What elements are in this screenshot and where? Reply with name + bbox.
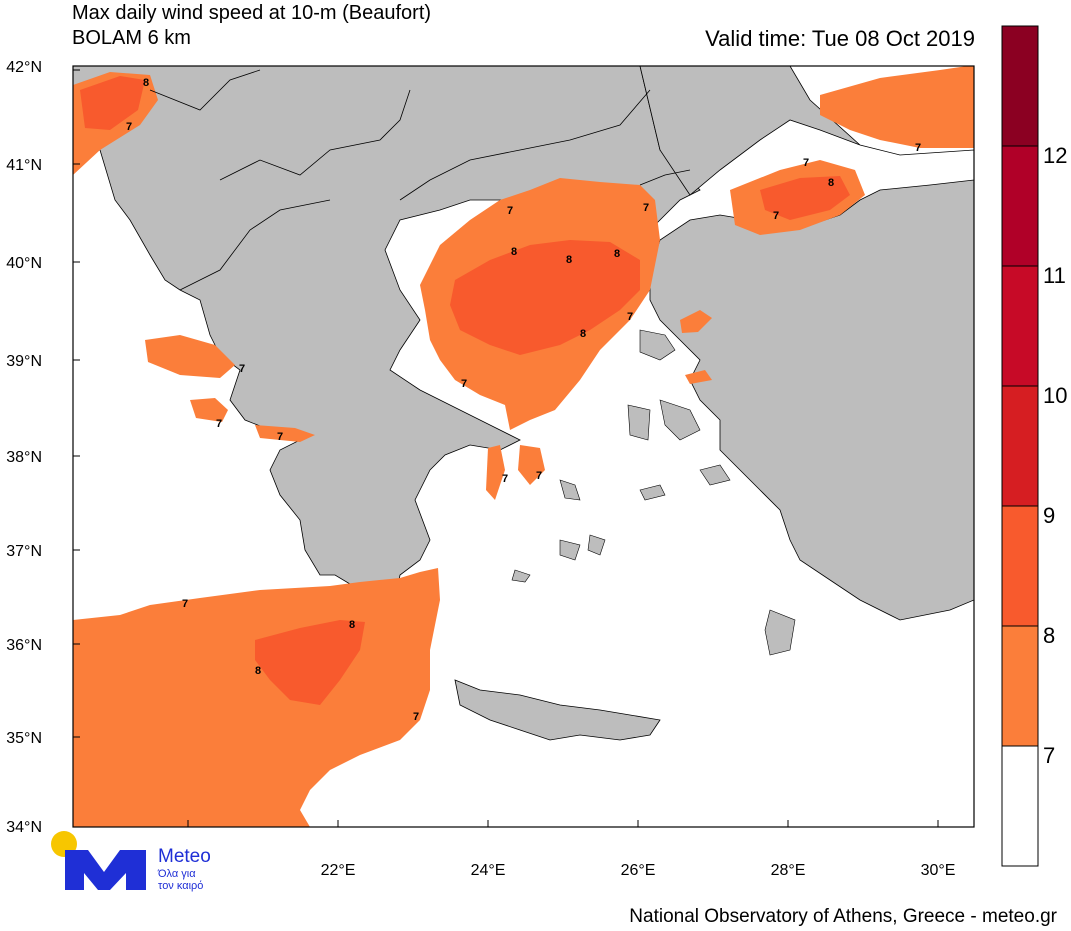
lat-label: 40°N xyxy=(6,255,42,272)
contour-label: 8 xyxy=(580,328,586,340)
valid-time: Valid time: Tue 08 Oct 2019 xyxy=(705,26,975,51)
lat-label: 42°N xyxy=(6,59,42,76)
contour-label: 7 xyxy=(627,311,633,323)
contour-label: 7 xyxy=(507,205,513,217)
lat-label: 35°N xyxy=(6,730,42,747)
colorbar xyxy=(1001,25,1039,867)
colorbar-swatch xyxy=(1001,625,1039,747)
contour-label: 7 xyxy=(502,473,508,485)
contour-label: 7 xyxy=(216,418,222,430)
lon-axis: 22°E 24°E 26°E 28°E 30°E xyxy=(187,820,956,879)
lat-label: 36°N xyxy=(6,637,42,654)
lat-label: 39°N xyxy=(6,353,42,370)
lat-label: 41°N xyxy=(6,157,42,174)
colorbar-swatch xyxy=(1001,505,1039,627)
contour-label: 7 xyxy=(773,210,779,222)
lon-label: 26°E xyxy=(621,862,656,879)
meteo-logo xyxy=(51,831,146,890)
m-mark-icon xyxy=(65,850,146,890)
lat-label: 37°N xyxy=(6,543,42,560)
contour-label: 8 xyxy=(255,665,261,677)
logo-tagline: Όλα για xyxy=(158,868,196,880)
contour-label: 7 xyxy=(239,363,245,375)
colorbar-swatch xyxy=(1001,745,1039,867)
islands xyxy=(401,329,796,656)
wind-bft9 xyxy=(80,76,850,705)
contour-label: 7 xyxy=(915,142,921,154)
colorbar-swatch xyxy=(1001,25,1039,147)
logo-name: Meteo xyxy=(158,846,211,867)
land-crete xyxy=(454,679,661,741)
lon-label: 30°E xyxy=(921,862,956,879)
lat-label: 34°N xyxy=(6,819,42,836)
contour-label: 7 xyxy=(536,470,542,482)
contour-labels: 8 7 7 7 7 7 8 8 8 8 7 7 8 7 7 7 7 7 7 7 … xyxy=(126,77,921,723)
contour-label: 7 xyxy=(803,157,809,169)
contour-label: 8 xyxy=(511,246,517,258)
colorbar-label: 7 xyxy=(1043,743,1055,768)
colorbar-label: 8 xyxy=(1043,623,1055,648)
lat-axis: 42°N 41°N 40°N 39°N 38°N 37°N 36°N 35°N … xyxy=(6,59,80,836)
map-area xyxy=(73,66,974,827)
map-frame xyxy=(72,65,975,828)
land-turkey xyxy=(639,66,974,621)
contour-label: 8 xyxy=(566,254,572,266)
contour-label: 7 xyxy=(413,711,419,723)
colorbar-label: 12 xyxy=(1043,143,1067,168)
colorbar-label: 9 xyxy=(1043,503,1055,528)
map-title: Max daily wind speed at 10-m (Beaufort) xyxy=(72,2,432,24)
lat-label: 38°N xyxy=(6,449,42,466)
logo-tagline: τον καιρό xyxy=(158,880,204,892)
contour-label: 7 xyxy=(182,598,188,610)
colorbar-label: 11 xyxy=(1043,263,1066,288)
colorbar-swatch xyxy=(1001,385,1039,507)
contour-label: 8 xyxy=(828,177,834,189)
country-borders xyxy=(149,69,691,291)
colorbar-swatch xyxy=(1001,145,1039,267)
lon-label: 28°E xyxy=(771,862,806,879)
lon-label: 22°E xyxy=(321,862,356,879)
contour-label: 8 xyxy=(349,619,355,631)
contour-label: 7 xyxy=(461,378,467,390)
colorbar-label: 10 xyxy=(1043,383,1067,408)
contour-label: 8 xyxy=(143,77,149,89)
footer-credit: National Observatory of Athens, Greece -… xyxy=(629,906,1057,927)
contour-label: 7 xyxy=(643,202,649,214)
contour-label: 7 xyxy=(126,121,132,133)
contour-label: 8 xyxy=(614,248,620,260)
colorbar-swatch xyxy=(1001,265,1039,387)
model-name: BOLAM 6 km xyxy=(72,27,191,49)
lon-label: 24°E xyxy=(471,862,506,879)
contour-label: 7 xyxy=(277,431,283,443)
